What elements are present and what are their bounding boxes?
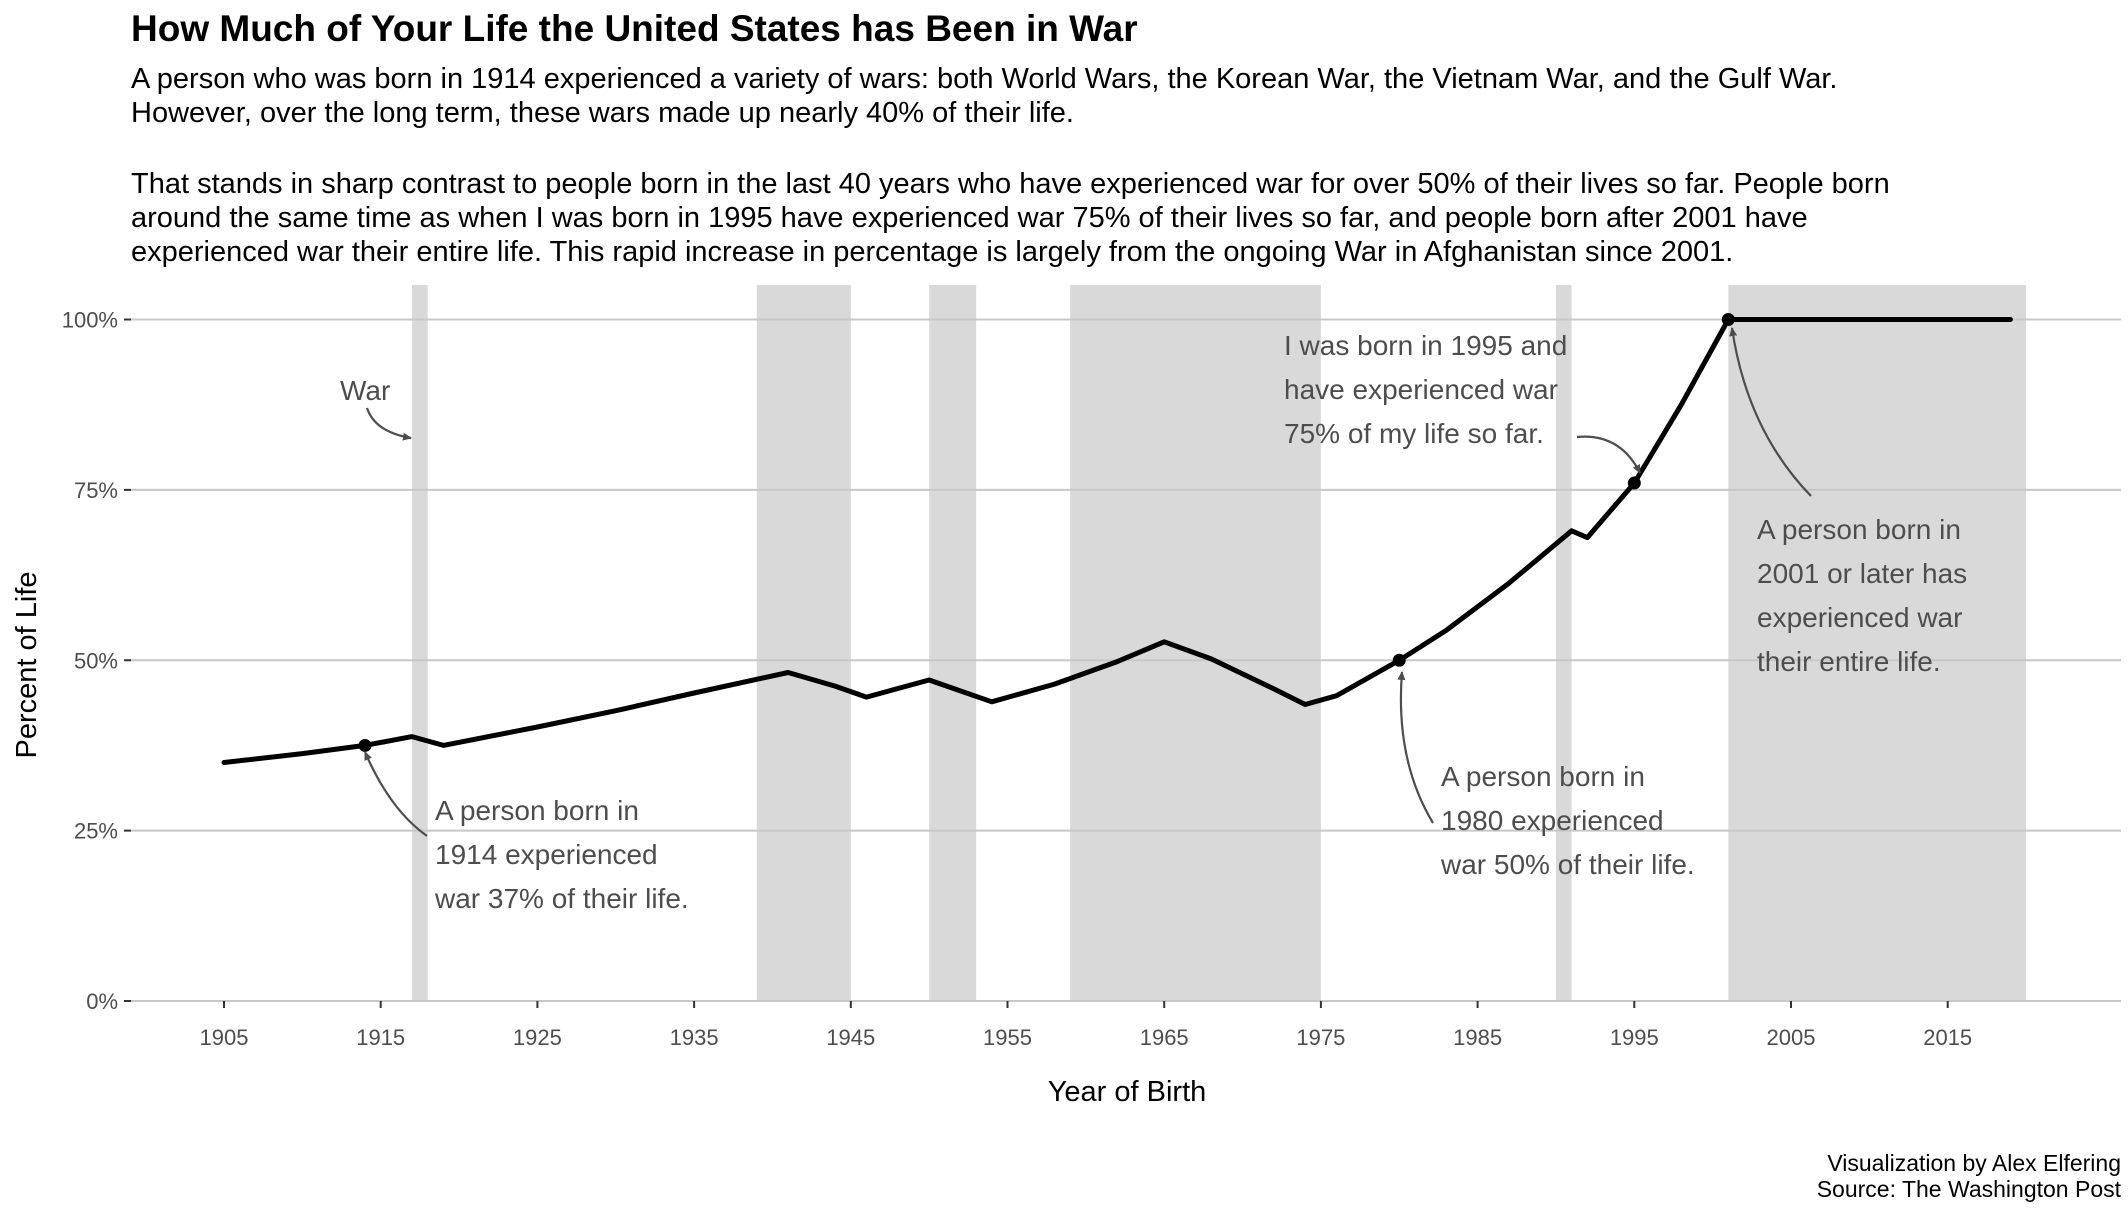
x-tick-label: 2005: [1767, 1025, 1816, 1050]
y-tick-label: 75%: [74, 478, 118, 503]
x-tick-label: 1975: [1296, 1025, 1345, 1050]
annotation-arrow-1980: [1397, 671, 1434, 824]
annotations: War A person born in 1914 experienced war 3…: [340, 330, 1967, 914]
highlight-point: [358, 738, 372, 752]
annotation-line: A person born in: [1441, 761, 1645, 792]
annotation-arrow-2001: [1729, 327, 1812, 497]
line-series: [221, 317, 2013, 765]
y-axis-ticks: 0% 25% 50% 75% 100%: [62, 308, 131, 1014]
war-band: [1728, 285, 2027, 1001]
war-band: [1555, 285, 1572, 1001]
annotation-arrows: [363, 327, 1812, 837]
subtitle-paragraph-1: A person who was born in 1914 experience…: [131, 62, 1837, 130]
annotation-line: War: [340, 375, 390, 406]
annotation: A person born in 1914 experienced war 37% …: [434, 795, 689, 914]
annotation-line: their entire life.: [1757, 646, 1941, 677]
war-bands: [412, 285, 2027, 1001]
x-tick-label: 1915: [356, 1025, 405, 1050]
annotation-arrow-1914: [363, 751, 428, 837]
x-tick-label: 1905: [200, 1025, 249, 1050]
x-tick-label: 1985: [1453, 1025, 1502, 1050]
y-tick-label: 0%: [86, 989, 118, 1014]
annotation-line: war 50% of their life.: [1440, 849, 1695, 880]
x-tick-label: 1955: [983, 1025, 1032, 1050]
x-tick-label: 2015: [1923, 1025, 1972, 1050]
war-band: [1070, 285, 1321, 1001]
annotation-line: 75% of my life so far.: [1284, 418, 1544, 449]
subtitle-line: A person who was born in 1914 experience…: [131, 63, 1838, 95]
subtitle-line: experienced war their entire life. This …: [131, 236, 1734, 268]
war-band: [756, 285, 851, 1001]
highlight-points: [358, 313, 1735, 752]
x-tick-label: 1935: [670, 1025, 719, 1050]
y-axis-label: Percent of Life: [11, 572, 43, 759]
x-axis-label: Year of Birth: [1048, 1076, 1207, 1108]
subtitle-line: However, over the long term, these wars …: [131, 97, 1074, 129]
y-tick-label: 50%: [74, 648, 118, 673]
annotation-line: war 37% of their life.: [434, 883, 689, 914]
credit-visualization: Visualization by Alex Elfering: [1827, 1150, 2121, 1176]
subtitle-line: That stands in sharp contrast to people …: [131, 168, 1890, 200]
annotation-line: A person born in: [1757, 514, 1961, 545]
annotation-line: 1980 experienced: [1441, 805, 1664, 836]
x-tick-label: 1945: [826, 1025, 875, 1050]
annotation: A person born in 1980 experienced war 50% …: [1440, 761, 1695, 880]
subtitle-paragraph-2: That stands in sharp contrast to people …: [131, 167, 1890, 269]
war-band: [929, 285, 977, 1001]
annotation-arrow-1995: [1576, 435, 1641, 474]
annotation-line: A person born in: [435, 795, 639, 826]
annotation-line: 2001 or later has: [1757, 558, 1967, 589]
y-tick-label: 100%: [62, 308, 118, 333]
highlight-point: [1627, 476, 1641, 490]
x-tick-label: 1995: [1610, 1025, 1659, 1050]
highlight-point: [1721, 313, 1735, 326]
annotation: I was born in 1995 and have experienced w…: [1284, 330, 1567, 449]
war-band: [412, 285, 428, 1001]
series-line: [221, 317, 2013, 765]
annotation-line: experienced war: [1757, 602, 1962, 633]
annotation: War: [340, 375, 390, 406]
x-tick-label: 1925: [513, 1025, 562, 1050]
annotation-line: I was born in 1995 and: [1284, 330, 1567, 361]
highlight-point: [1392, 653, 1406, 667]
annotation-line: 1914 experienced: [435, 839, 658, 870]
x-tick-label: 1965: [1140, 1025, 1189, 1050]
annotation-arrow-war: [365, 407, 412, 441]
chart-title: How Much of Your Life the United States …: [131, 8, 1138, 49]
subtitle-line: around the same time as when I was born …: [131, 202, 1808, 234]
credit-source: Source: The Washington Post: [1816, 1176, 2121, 1202]
y-tick-label: 25%: [74, 819, 118, 844]
x-axis-ticks: 1905 1915 1925 1935 1945 1955 1965 1975 1985 1995…: [200, 1001, 1972, 1050]
annotation: A person born in 2001 or later has experie…: [1757, 514, 1967, 677]
annotation-line: have experienced war: [1284, 374, 1558, 405]
